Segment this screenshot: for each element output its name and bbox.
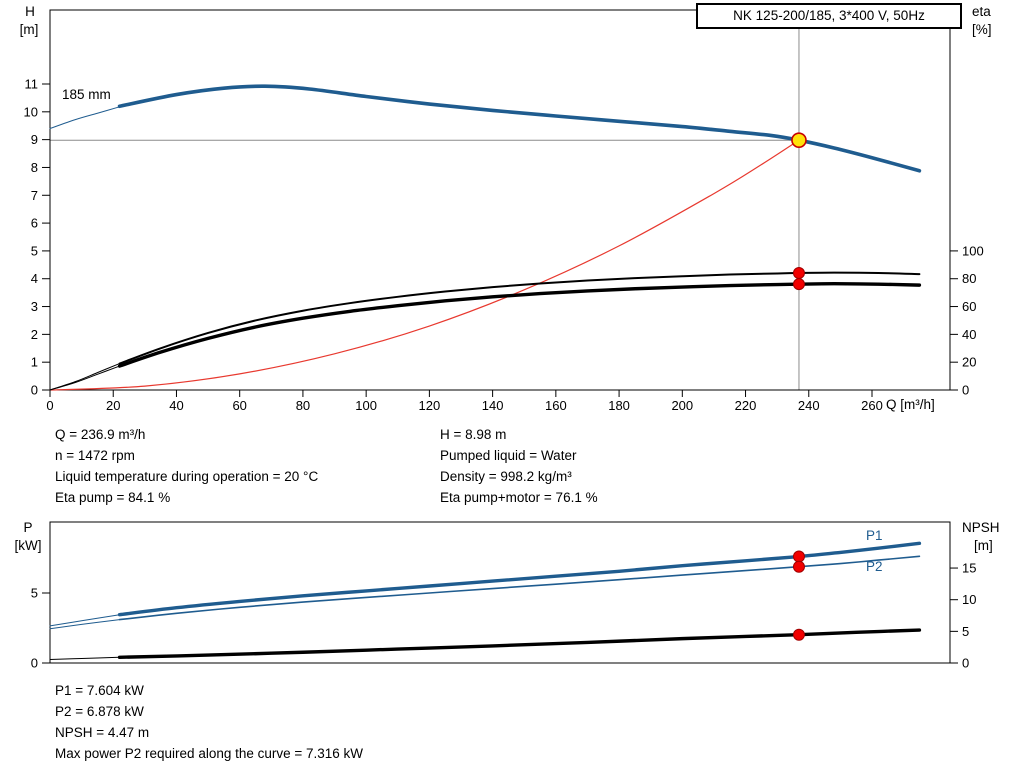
info-pumped-liquid: Pumped liquid = Water bbox=[440, 448, 577, 463]
h-tick-label: 0 bbox=[31, 383, 38, 398]
h-tick-label: 9 bbox=[31, 132, 38, 147]
h-tick-label: 3 bbox=[31, 299, 38, 314]
duty-point-p2[interactable] bbox=[792, 560, 805, 573]
info-head: H = 8.98 m bbox=[440, 427, 507, 442]
q-tick-label: 40 bbox=[169, 398, 183, 413]
eta-tick-label: 40 bbox=[962, 327, 976, 342]
q-tick-label: 260 bbox=[861, 398, 883, 413]
info-eta-pump-motor: Eta pump+motor = 76.1 % bbox=[440, 490, 598, 505]
p2-curve-label: P2 bbox=[866, 559, 883, 574]
h-tick-label: 11 bbox=[25, 77, 39, 92]
duty-info-right: H = 8.98 m Pumped liquid = Water Density… bbox=[440, 424, 598, 508]
info-p2: P2 = 6.878 kW bbox=[55, 704, 144, 719]
info-eta-pump: Eta pump = 84.1 % bbox=[55, 490, 171, 505]
q-tick-label: 60 bbox=[232, 398, 246, 413]
impeller-diameter-label: 185 mm bbox=[62, 87, 111, 102]
q-tick-label: 220 bbox=[735, 398, 757, 413]
eta-tick-label: 60 bbox=[962, 299, 976, 314]
qh-curve-185mm bbox=[117, 84, 922, 173]
h-tick-label: 4 bbox=[31, 271, 38, 286]
info-p1: P1 = 7.604 kW bbox=[55, 683, 144, 698]
duty-info-left: Q = 236.9 m³/h n = 1472 rpm Liquid tempe… bbox=[55, 424, 318, 508]
p2-curve bbox=[118, 555, 921, 621]
h-tick-label: 7 bbox=[31, 188, 38, 203]
q-axis-label: Q [m³/h] bbox=[886, 397, 935, 412]
npsh-tick-label: 10 bbox=[962, 592, 976, 607]
h-tick-label: 8 bbox=[31, 160, 38, 175]
h-tick-label: 2 bbox=[31, 327, 38, 342]
eta-tick-label: 100 bbox=[962, 243, 984, 258]
eta-axis-unit: [%] bbox=[972, 22, 992, 37]
info-liquid-temp: Liquid temperature during operation = 20… bbox=[55, 469, 319, 484]
q-tick-label: 20 bbox=[106, 398, 120, 413]
duty-point-eta-pump[interactable] bbox=[792, 267, 805, 280]
eta-tick-label: 0 bbox=[962, 383, 969, 398]
info-density: Density = 998.2 kg/m³ bbox=[440, 469, 572, 484]
p1-curve-label: P1 bbox=[866, 528, 883, 543]
p1-leadin bbox=[49, 614, 121, 627]
h-tick-label: 1 bbox=[31, 355, 38, 370]
q-tick-label: 100 bbox=[355, 398, 377, 413]
npsh-tick-label: 5 bbox=[962, 624, 969, 639]
npsh-axis-unit: [m] bbox=[974, 538, 993, 553]
info-flow: Q = 236.9 m³/h bbox=[55, 427, 146, 442]
p2-leadin bbox=[49, 619, 121, 630]
h-axis-unit: [m] bbox=[19, 22, 39, 37]
qh-plot-border bbox=[49, 9, 951, 391]
p-tick-label: 0 bbox=[31, 656, 38, 671]
duty-point-eta-pump-motor[interactable] bbox=[792, 278, 805, 291]
p-tick-label: 5 bbox=[31, 586, 38, 601]
info-max-power: Max power P2 required along the curve = … bbox=[55, 746, 364, 761]
p1-curve bbox=[117, 541, 922, 617]
qh-curve-leadin bbox=[49, 106, 121, 130]
h-tick-label: 6 bbox=[31, 216, 38, 231]
h-tick-label: 5 bbox=[31, 243, 38, 258]
power-plot-border bbox=[49, 521, 951, 664]
result-info: P1 = 7.604 kW P2 = 6.878 kW NPSH = 4.47 … bbox=[55, 680, 363, 764]
p-axis-unit: [kW] bbox=[14, 538, 42, 553]
info-npsh: NPSH = 4.47 m bbox=[55, 725, 150, 740]
q-tick-label: 240 bbox=[798, 398, 820, 413]
duty-point-qh[interactable] bbox=[791, 132, 807, 148]
npsh-tick-label: 15 bbox=[962, 561, 976, 576]
q-tick-label: 140 bbox=[482, 398, 504, 413]
duty-point-p1[interactable] bbox=[792, 550, 805, 563]
duty-point-npsh[interactable] bbox=[792, 628, 805, 641]
npsh-leadin bbox=[49, 656, 121, 661]
pump-title-box: NK 125-200/185, 3*400 V, 50Hz bbox=[696, 3, 962, 29]
q-tick-label: 0 bbox=[46, 398, 53, 413]
q-tick-label: 80 bbox=[296, 398, 310, 413]
eta-pump-motor-leadin bbox=[49, 365, 121, 391]
q-tick-label: 160 bbox=[545, 398, 567, 413]
q-tick-label: 180 bbox=[608, 398, 630, 413]
eta-tick-label: 20 bbox=[962, 355, 976, 370]
q-tick-label: 120 bbox=[419, 398, 441, 413]
system-curve bbox=[49, 139, 800, 391]
eta-tick-label: 80 bbox=[962, 271, 976, 286]
npsh-tick-label: 0 bbox=[962, 656, 969, 671]
p-axis-title: P bbox=[23, 520, 33, 535]
npsh-axis-title: NPSH bbox=[962, 520, 1000, 535]
eta-pump-leadin bbox=[49, 363, 121, 391]
h-tick-label: 10 bbox=[24, 104, 38, 119]
h-axis-title: H bbox=[25, 4, 35, 19]
q-tick-label: 200 bbox=[671, 398, 693, 413]
info-speed: n = 1472 rpm bbox=[55, 448, 135, 463]
eta-axis-title: eta bbox=[972, 4, 991, 19]
